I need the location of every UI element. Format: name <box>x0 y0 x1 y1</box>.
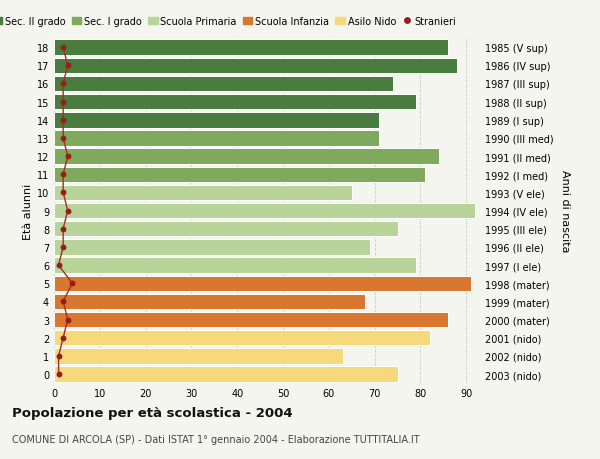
Bar <box>54 58 457 74</box>
Bar <box>54 330 430 346</box>
Point <box>58 117 68 124</box>
Point <box>63 316 73 324</box>
Y-axis label: Anni di nascita: Anni di nascita <box>560 170 570 252</box>
Point <box>54 262 64 269</box>
Point <box>58 81 68 88</box>
Point <box>54 353 64 360</box>
Point <box>54 370 64 378</box>
Point <box>63 207 73 215</box>
Bar <box>54 113 379 128</box>
Bar <box>54 222 398 237</box>
Bar <box>54 294 365 309</box>
Bar <box>54 149 439 164</box>
Point <box>63 62 73 70</box>
Bar <box>54 240 370 255</box>
Bar <box>54 77 393 92</box>
Point <box>58 45 68 52</box>
Point <box>58 171 68 179</box>
Bar <box>54 185 352 201</box>
Bar <box>54 276 471 291</box>
Text: Popolazione per età scolastica - 2004: Popolazione per età scolastica - 2004 <box>12 406 293 419</box>
Bar <box>54 312 448 328</box>
Bar <box>54 348 343 364</box>
Point <box>58 244 68 251</box>
Bar <box>54 366 398 382</box>
Bar <box>54 258 416 273</box>
Bar <box>54 131 379 146</box>
Bar <box>54 203 475 219</box>
Point <box>68 280 77 287</box>
Point <box>58 190 68 197</box>
Bar <box>54 40 448 56</box>
Point <box>58 298 68 305</box>
Text: COMUNE DI ARCOLA (SP) - Dati ISTAT 1° gennaio 2004 - Elaborazione TUTTITALIA.IT: COMUNE DI ARCOLA (SP) - Dati ISTAT 1° ge… <box>12 434 419 444</box>
Point <box>58 99 68 106</box>
Point <box>58 225 68 233</box>
Legend: Sec. II grado, Sec. I grado, Scuola Primaria, Scuola Infanzia, Asilo Nido, Stran: Sec. II grado, Sec. I grado, Scuola Prim… <box>0 13 460 31</box>
Y-axis label: Età alunni: Età alunni <box>23 183 32 239</box>
Bar <box>54 167 425 183</box>
Bar <box>54 95 416 110</box>
Point <box>58 135 68 142</box>
Point <box>58 334 68 341</box>
Point <box>63 153 73 161</box>
